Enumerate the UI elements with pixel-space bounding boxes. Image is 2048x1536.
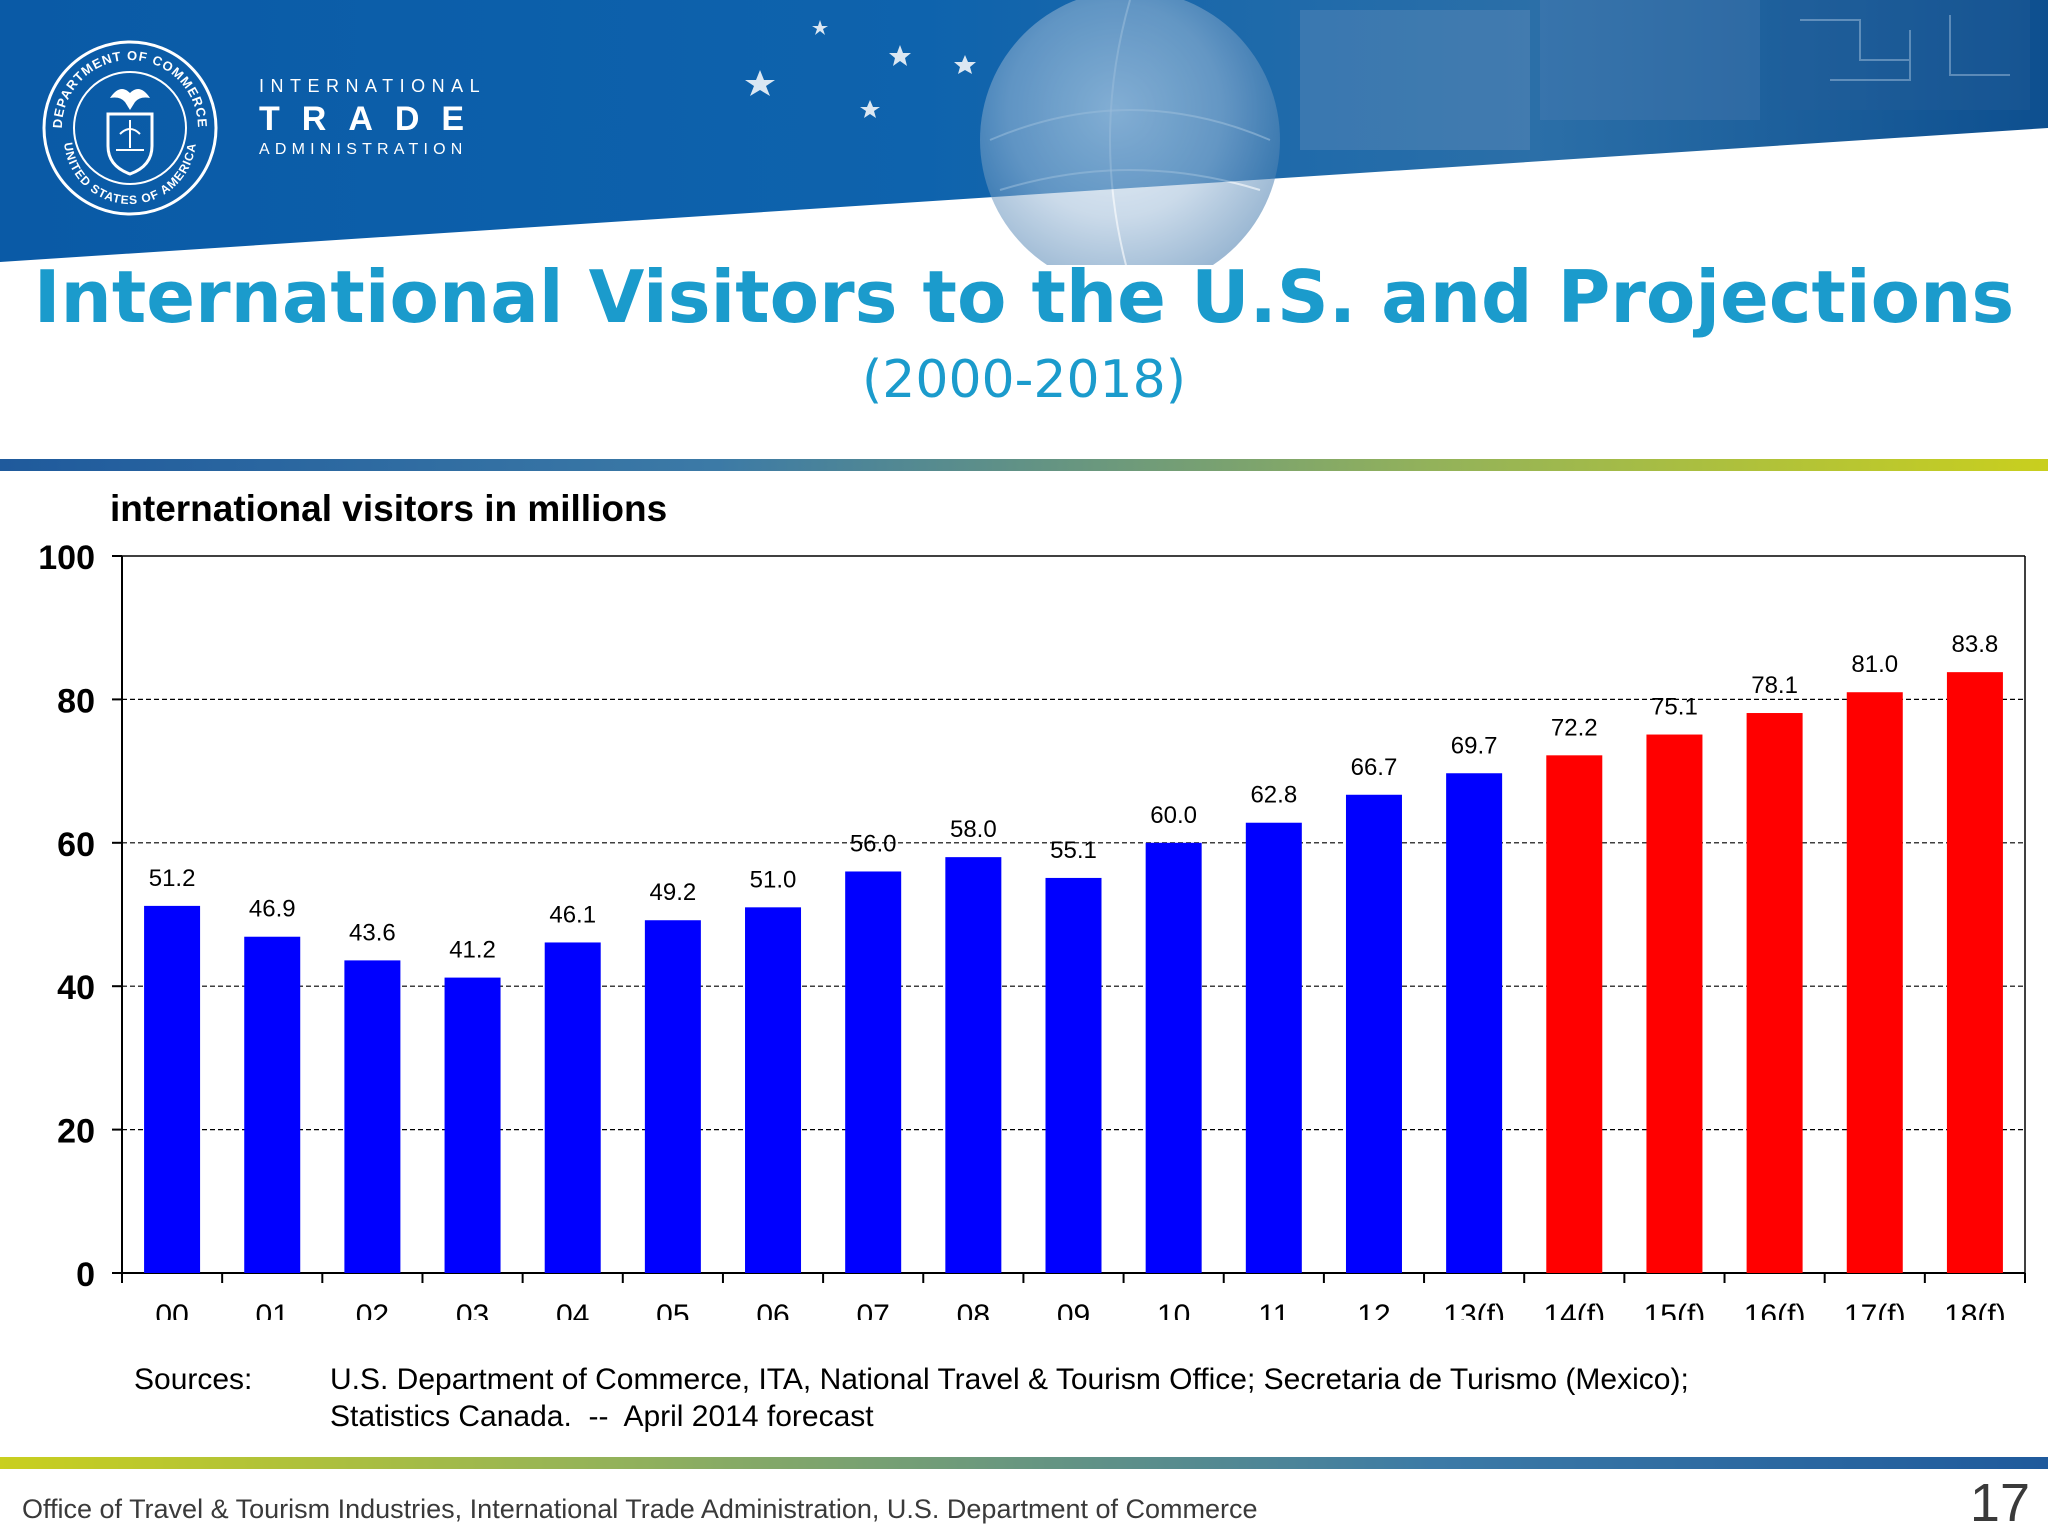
- data-label: 43.6: [349, 919, 396, 946]
- data-label: 46.9: [249, 896, 296, 923]
- header-banner: [0, 0, 2048, 265]
- bar-chart: international visitors in millions 51.2 4…: [38, 488, 2026, 1320]
- bar-15(f): [1646, 734, 1703, 1273]
- y-tick-label: 80: [57, 682, 95, 720]
- x-tick-label: 17(f): [1844, 1299, 1906, 1320]
- x-tick-label: 08: [957, 1299, 990, 1320]
- org-name-line3: ADMINISTRATION: [259, 141, 468, 158]
- commerce-seal-logo: DEPARTMENT OF COMMERCE UNITED STATES OF …: [42, 40, 218, 216]
- banner-decoration: [980, 0, 2030, 265]
- footer-text: Office of Travel & Tourism Industries, I…: [22, 1494, 1258, 1524]
- x-tick-label: 18(f): [1944, 1299, 2006, 1320]
- bar-17(f): [1846, 692, 1903, 1273]
- data-label: 41.2: [449, 937, 496, 964]
- x-tick-label: 00: [155, 1299, 188, 1320]
- bar-09: [1045, 877, 1102, 1273]
- bar-03: [444, 977, 501, 1273]
- data-label: 75.1: [1651, 694, 1698, 721]
- shield-icon: [106, 112, 154, 176]
- bar-11: [1245, 822, 1302, 1273]
- x-tick-label: 01: [256, 1299, 289, 1320]
- data-label: 58.0: [950, 816, 997, 843]
- x-tick-label: 04: [556, 1299, 589, 1320]
- x-tick-label: 16(f): [1744, 1299, 1806, 1320]
- data-label: 56.0: [850, 830, 897, 857]
- bar-13(f): [1446, 773, 1503, 1273]
- data-label: 62.8: [1250, 782, 1297, 809]
- gridlines: [122, 555, 2025, 1131]
- page-number: 17: [1969, 1473, 2030, 1533]
- sources-text-line1: U.S. Department of Commerce, ITA, Nation…: [330, 1363, 1689, 1396]
- x-tick-label: 14(f): [1543, 1299, 1605, 1320]
- svg-text:DEPARTMENT OF COMMERCE: DEPARTMENT OF COMMERCE: [50, 48, 210, 129]
- bars: [144, 672, 2003, 1273]
- bar-07: [845, 871, 902, 1273]
- bar-14(f): [1546, 755, 1603, 1273]
- data-label: 60.0: [1150, 802, 1197, 829]
- bar-10: [1145, 842, 1202, 1273]
- slide-subtitle: (2000-2018): [861, 350, 1186, 410]
- tick-labels: 0 20 40 60 80 100 00 01 02 03 04 05 06 07 08 09 10 11 12 13…: [38, 539, 2005, 1320]
- y-tick-label: 20: [57, 1113, 95, 1151]
- x-tick-label: 09: [1057, 1299, 1090, 1320]
- data-label: 66.7: [1351, 754, 1398, 781]
- data-label: 46.1: [549, 901, 596, 928]
- x-tick-label: 10: [1157, 1299, 1190, 1320]
- bar-06: [745, 907, 802, 1273]
- y-tick-label: 100: [38, 539, 95, 577]
- x-tick-label: 11: [1258, 1299, 1289, 1320]
- x-tick-label: 06: [756, 1299, 789, 1320]
- data-label: 83.8: [1952, 631, 1999, 658]
- x-tick-label: 12: [1357, 1299, 1390, 1320]
- divider-top: [0, 459, 2048, 471]
- sources-text-line2: Statistics Canada. -- April 2014 forecas…: [330, 1400, 874, 1433]
- org-name-line1: INTERNATIONAL: [259, 76, 487, 96]
- bar-12: [1345, 794, 1402, 1273]
- y-tick-label: 60: [57, 826, 95, 864]
- data-label: 51.2: [149, 865, 196, 892]
- org-name-line2: TRADE: [259, 100, 487, 138]
- divider-bottom: [0, 1457, 2048, 1469]
- y-tick-label: 0: [76, 1256, 95, 1294]
- bar-08: [945, 857, 1002, 1273]
- data-label: 49.2: [650, 879, 697, 906]
- x-tick-label: 15(f): [1644, 1299, 1706, 1320]
- x-tick-label: 05: [656, 1299, 689, 1320]
- star-icons: [745, 20, 976, 118]
- x-tick-label: 02: [356, 1299, 389, 1320]
- sources-label: Sources:: [134, 1363, 253, 1396]
- bar-02: [344, 960, 401, 1273]
- eagle-icon: [110, 89, 150, 110]
- bar-04: [544, 942, 601, 1273]
- bar-05: [644, 920, 701, 1273]
- y-axis-title: international visitors in millions: [110, 488, 667, 529]
- data-label: 55.1: [1050, 837, 1097, 864]
- bar-00: [144, 905, 201, 1273]
- data-label: 78.1: [1751, 672, 1798, 699]
- data-label: 69.7: [1451, 732, 1498, 759]
- data-labels: 51.2 46.9 43.6 41.2 46.1 49.2 51.0 56.0 58.0 55.1…: [149, 631, 1999, 963]
- bar-01: [244, 936, 301, 1273]
- bar-16(f): [1746, 713, 1803, 1273]
- data-label: 81.0: [1851, 651, 1898, 678]
- y-tick-label: 40: [57, 969, 95, 1007]
- slide-title: International Visitors to the U.S. and P…: [33, 255, 2015, 339]
- x-tick-label: 13(f): [1443, 1299, 1505, 1320]
- data-label: 51.0: [750, 866, 797, 893]
- x-tick-label: 03: [456, 1299, 489, 1320]
- data-label: 72.2: [1551, 714, 1598, 741]
- bar-18(f): [1946, 672, 2003, 1273]
- x-tick-label: 07: [856, 1299, 889, 1320]
